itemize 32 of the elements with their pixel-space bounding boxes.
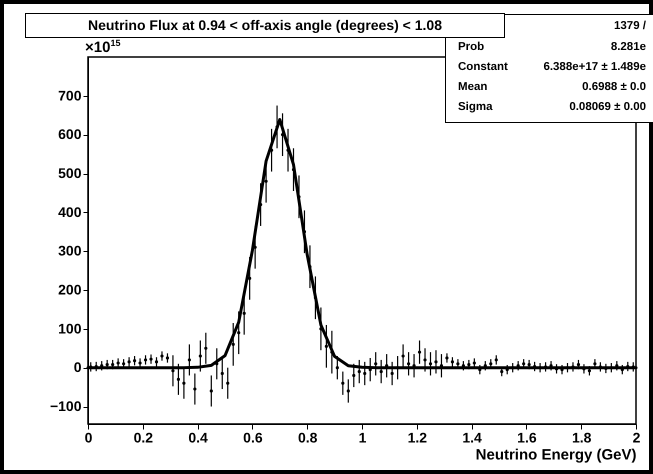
y-tick-label: −100 bbox=[50, 398, 82, 414]
x-tick-label: 2 bbox=[632, 430, 641, 446]
x-axis-title: Neutrino Energy (GeV) bbox=[476, 446, 636, 464]
x-tick-label: 1.2 bbox=[408, 430, 428, 446]
x-tick-label: 1 bbox=[358, 430, 367, 446]
x-tick-label: 0 bbox=[84, 430, 93, 446]
y-tick-label: 700 bbox=[58, 87, 82, 104]
annotation: Constant bbox=[458, 60, 508, 75]
y-tick-label: 400 bbox=[58, 204, 82, 220]
x-tick-label: 0.6 bbox=[243, 430, 263, 446]
text: 8.281e bbox=[610, 40, 646, 55]
text: Prob bbox=[458, 40, 484, 55]
x-tick-label: 1.6 bbox=[517, 430, 537, 446]
y-tick-label: 200 bbox=[58, 282, 82, 298]
annotation: 0.08069 ± 0.00 bbox=[569, 100, 646, 115]
y-tick-label: 500 bbox=[58, 165, 82, 182]
y-tick-label: 100 bbox=[58, 320, 82, 336]
x-tick-label: 1.8 bbox=[572, 430, 592, 446]
annotation: Sigma bbox=[458, 100, 493, 115]
annotation: Mean bbox=[458, 80, 488, 95]
annotation: 0.6988 ± 0.0 bbox=[582, 80, 646, 95]
x-tick-label: 0.4 bbox=[188, 430, 208, 446]
x-tick-label: 0.2 bbox=[134, 430, 154, 446]
annotation: 6.388e+17 ± 1.489e bbox=[543, 60, 646, 75]
y-tick-label: 300 bbox=[58, 242, 82, 259]
x-tick-label: 0.8 bbox=[298, 430, 318, 446]
text: ×10$^{15}$ bbox=[85, 38, 120, 56]
chart-title: Neutrino Flux at 0.94 < off-axis angle (degrees) < 1.08 bbox=[25, 13, 505, 38]
x-tick-label: 1.4 bbox=[462, 430, 482, 446]
text: 1379 / bbox=[614, 19, 646, 34]
y-tick-label: 0 bbox=[74, 359, 82, 376]
y-tick-label: 600 bbox=[58, 126, 82, 142]
